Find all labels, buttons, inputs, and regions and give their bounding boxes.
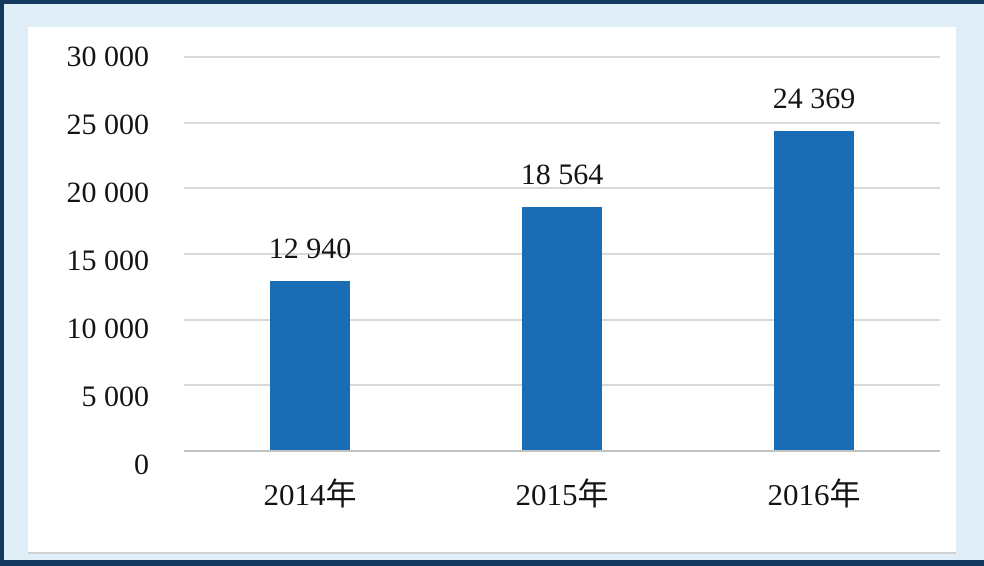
gridline-20000 — [184, 187, 940, 190]
y-axis-tick-labels: 0 5 000 10 000 15 000 20 000 25 000 30 000 — [28, 42, 150, 480]
gridline-25000 — [184, 121, 940, 124]
y-tick-label-20000: 20 000 — [66, 176, 150, 209]
bar-2016年 — [774, 130, 854, 451]
x-axis-tick-labels: 2014年 2015年 2016年 — [184, 475, 940, 525]
chart-panel: 0 5 000 10 000 15 000 20 000 25 000 30 000 12 … — [28, 27, 956, 554]
bar-2014年 — [270, 281, 350, 451]
x-tick-label-2015年: 2015年 — [515, 477, 609, 512]
bar-value-label-2016年: 24 369 — [772, 81, 856, 115]
x-axis-line — [184, 450, 940, 452]
x-tick-label-2016年: 2016年 — [767, 477, 861, 512]
y-tick-label-25000: 25 000 — [66, 108, 150, 141]
bar-value-label-2015年: 18 564 — [520, 158, 604, 192]
gridline-30000 — [184, 56, 940, 58]
plot-area: 12 940 18 564 24 369 — [184, 56, 940, 452]
y-tick-label-0: 0 — [134, 448, 149, 481]
x-tick-label-2014年: 2014年 — [263, 477, 357, 512]
bar-value-label-2014年: 12 940 — [268, 232, 352, 266]
y-tick-label-5000: 5 000 — [81, 380, 150, 413]
bar-2015年 — [522, 207, 602, 451]
y-tick-label-10000: 10 000 — [66, 312, 150, 345]
y-tick-label-15000: 15 000 — [66, 244, 150, 277]
y-tick-label-30000: 30 000 — [66, 40, 150, 73]
